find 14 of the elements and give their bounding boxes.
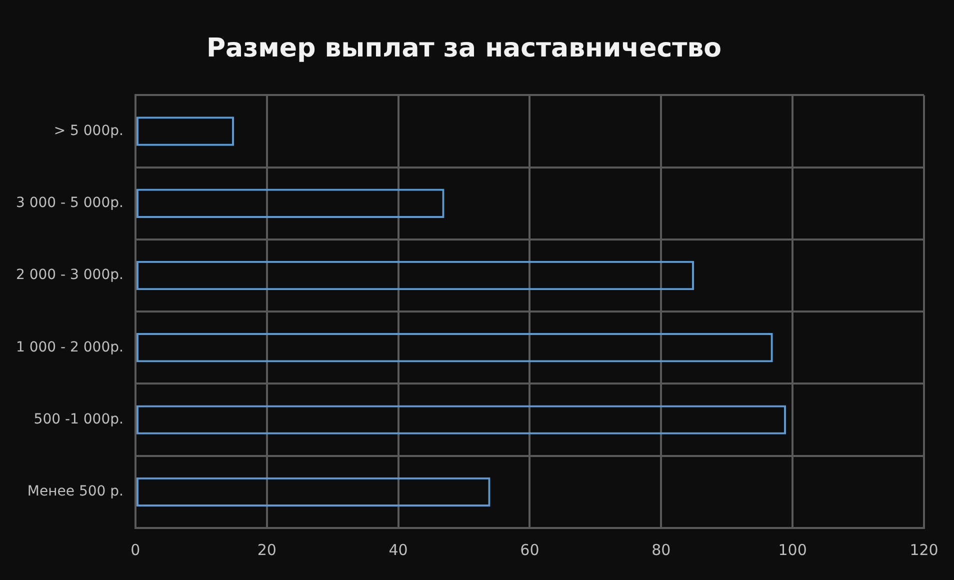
x-tick-label: 80 bbox=[652, 540, 671, 559]
chart-title: Размер выплат за наставничество bbox=[206, 33, 722, 64]
y-tick-label: 1 000 - 2 000р. bbox=[16, 339, 124, 356]
x-tick-label: 0 bbox=[130, 540, 140, 559]
x-tick-label: 60 bbox=[520, 540, 540, 559]
x-tick-label: 100 bbox=[778, 540, 807, 559]
y-tick-label: 3 000 - 5 000р. bbox=[16, 195, 124, 212]
y-tick-label: Менее 500 р. bbox=[27, 484, 124, 500]
y-tick-label: > 5 000р. bbox=[54, 122, 124, 139]
y-tick-label: 500 -1 000р. bbox=[34, 411, 124, 428]
x-tick-label: 40 bbox=[388, 540, 408, 559]
y-tick-label: 2 000 - 3 000р. bbox=[16, 267, 124, 284]
x-tick-label: 120 bbox=[910, 540, 938, 559]
x-tick-label: 20 bbox=[257, 540, 276, 559]
